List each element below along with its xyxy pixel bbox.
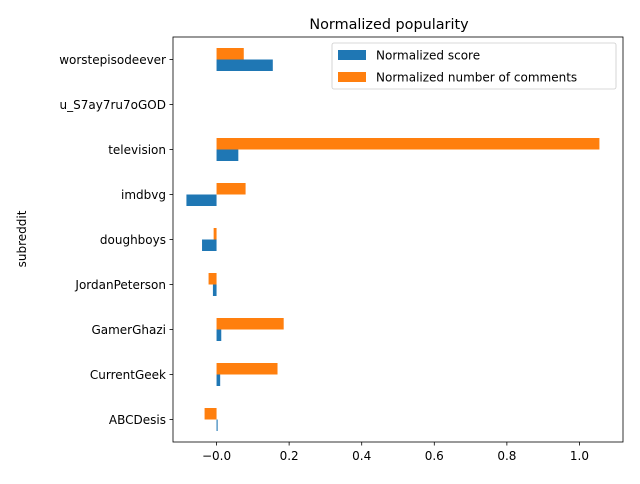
- bar-score-CurrentGeek: [216, 374, 221, 386]
- bar-comments-GamerGhazi: [216, 318, 284, 330]
- legend-label-comments: Normalized number of comments: [376, 71, 577, 85]
- legend-label-score: Normalized score: [376, 49, 480, 63]
- legend-swatch-comments: [338, 72, 366, 82]
- bar-score-ABCDesis: [216, 419, 218, 431]
- x-tick-label: 0.8: [497, 449, 516, 463]
- bar-comments-imdbvg: [216, 183, 246, 195]
- plot-frame: [172, 36, 624, 443]
- y-tick-label: ABCDesis: [109, 413, 166, 427]
- legend-swatch-score: [338, 50, 366, 60]
- bar-comments-television: [216, 138, 600, 150]
- y-tick-label: worstepisodeever: [59, 53, 166, 67]
- bar-comments-doughboys: [213, 228, 217, 240]
- bars-layer: [186, 48, 600, 431]
- bar-score-imdbvg: [186, 194, 217, 206]
- x-tick-label: 0.4: [352, 449, 371, 463]
- bar-score-JordanPeterson: [212, 284, 217, 296]
- bar-score-GamerGhazi: [216, 329, 222, 341]
- y-tick-label: JordanPeterson: [74, 278, 166, 292]
- x-tick-label: 0.6: [425, 449, 444, 463]
- y-tick-label: GamerGhazi: [91, 323, 166, 337]
- x-tick-label: 0.2: [280, 449, 299, 463]
- legend-box: [331, 42, 617, 90]
- x-tick-label: 1.0: [570, 449, 589, 463]
- bar-comments-ABCDesis: [204, 408, 217, 420]
- bar-comments-JordanPeterson: [208, 273, 217, 285]
- bar-score-worstepisodeever: [216, 59, 273, 71]
- bar-comments-CurrentGeek: [216, 363, 278, 375]
- bar-score-television: [216, 149, 239, 161]
- y-tick-label: imdbvg: [121, 188, 166, 202]
- y-axis-ticks: ABCDesis CurrentGeek GamerGhazi JordanPeter…: [59, 53, 173, 427]
- bar-score-doughboys: [202, 239, 217, 251]
- y-axis-label: subreddit: [15, 210, 29, 267]
- y-tick-label: u_S7ay7ru7oGOD: [60, 98, 166, 112]
- y-tick-label: doughboys: [100, 233, 166, 247]
- legend: Normalized score Normalized number of co…: [331, 42, 617, 90]
- bar-comments-worstepisodeever: [216, 48, 244, 60]
- y-tick-label: CurrentGeek: [90, 368, 166, 382]
- x-tick-label: −0.0: [202, 449, 231, 463]
- chart-title: Normalized popularity: [309, 17, 469, 33]
- x-axis-ticks: −0.0 0.2 0.4 0.6 0.8 1.0: [202, 442, 589, 463]
- y-tick-label: television: [108, 143, 166, 157]
